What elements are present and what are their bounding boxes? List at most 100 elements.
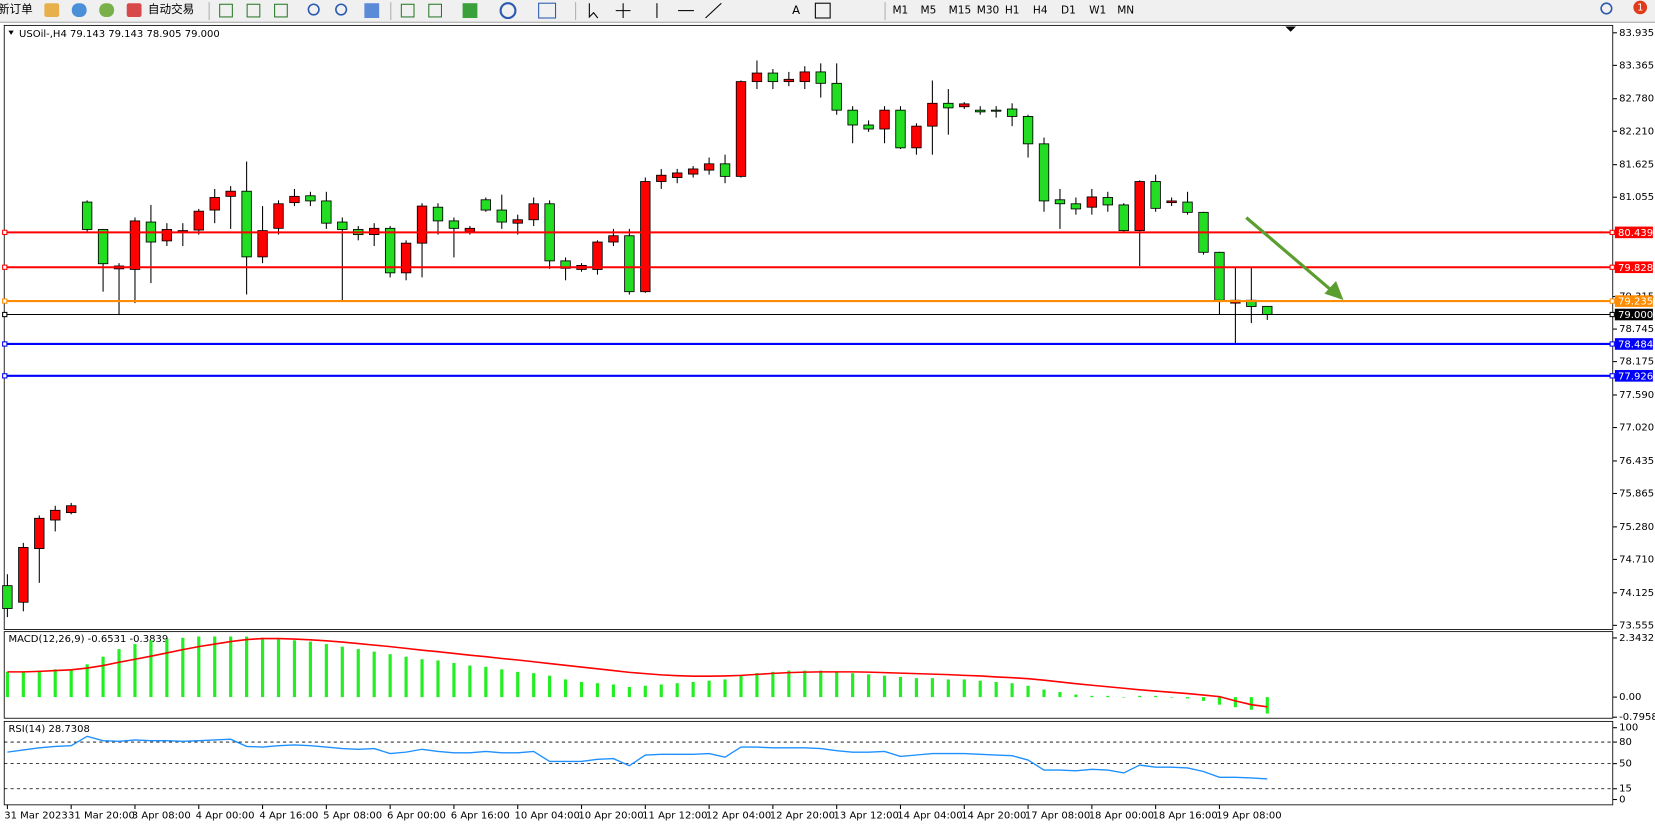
icon[interactable] (44, 3, 60, 17)
macd-bar (197, 636, 201, 698)
label-tool[interactable] (814, 2, 831, 19)
macd-bar (675, 683, 679, 698)
macd-bar (755, 673, 759, 698)
x-tick-label: 6 Apr 16:00 (451, 810, 510, 821)
cursor-tool[interactable] (588, 3, 599, 19)
candle-body (97, 229, 109, 265)
macd-bar (563, 679, 568, 698)
x-tick-label: 31 Mar 2023 (4, 810, 68, 821)
macd-bar (1170, 697, 1174, 698)
icon[interactable] (400, 3, 415, 18)
level-label: 79.235 (1618, 297, 1653, 308)
level-label: 79.000 (1618, 310, 1653, 321)
macd-bar (882, 675, 887, 698)
candle-body (18, 547, 29, 603)
y-tick-label: 50 (1619, 759, 1632, 770)
macd-bar (117, 649, 121, 698)
icon[interactable] (428, 3, 443, 18)
candle-body (975, 109, 986, 113)
macd-bar (867, 674, 871, 698)
auto-trading-icon[interactable] (126, 3, 142, 17)
timeframe-button[interactable]: D1 (1061, 5, 1076, 17)
candle-body (81, 201, 93, 230)
x-tick-label: 13 Apr 12:00 (834, 810, 899, 821)
title-marker (8, 30, 14, 35)
macd-bar (898, 676, 903, 698)
timeframe-button[interactable]: M1 (892, 5, 908, 17)
zoom-in[interactable] (307, 3, 320, 16)
macd-bar (101, 656, 105, 698)
zoom-out[interactable] (335, 3, 348, 16)
level-handle (2, 341, 8, 347)
macd-bar (930, 678, 934, 698)
macd-bar (851, 673, 855, 698)
x-tick-label: 12 Apr 20:00 (770, 810, 835, 821)
x-tick-label: 3 Apr 08:00 (132, 810, 191, 821)
icon[interactable] (99, 3, 115, 17)
candle-body (209, 197, 220, 211)
macd-bar (611, 684, 616, 698)
icon[interactable] (274, 3, 288, 18)
timeframe-button[interactable]: M15 (949, 5, 972, 17)
candle-body (719, 163, 731, 177)
timeframe-button[interactable]: H4 (1033, 5, 1048, 17)
x-tick-label: 10 Apr 04:00 (515, 810, 580, 821)
candle-body (656, 174, 667, 182)
timeframe-button[interactable]: W1 (1089, 5, 1106, 17)
candle-body (1054, 199, 1066, 205)
candle-body (735, 81, 747, 177)
trendline-tool[interactable] (705, 2, 722, 19)
macd-bar (1010, 683, 1014, 698)
toolbar-group: 新订单 自动交易 A 1 M1 M5 M15 M30 H1 H4 D1 W1 MN (0, 0, 1648, 21)
text-tool[interactable]: A (792, 3, 800, 17)
templates-icon[interactable] (538, 2, 557, 19)
search[interactable] (1600, 2, 1613, 15)
chart-layer: 83.93583.36582.78082.21081.62581.05579.3… (2, 28, 1655, 821)
level-handle (1609, 311, 1615, 318)
level-handle (1609, 341, 1615, 347)
icon[interactable] (246, 3, 261, 18)
candle-body (751, 72, 763, 83)
macd-bar (468, 665, 472, 698)
macd-bar (595, 683, 600, 698)
icon[interactable] (219, 3, 233, 18)
periods-icon[interactable] (499, 2, 517, 20)
candle-body (50, 509, 61, 521)
macd-bar (994, 681, 998, 698)
macd-bar (133, 644, 137, 698)
indicators-icon[interactable] (462, 3, 478, 18)
level-label-box (1614, 226, 1653, 239)
candle-body (273, 203, 284, 229)
macd-bar (1090, 695, 1094, 698)
macd-bar (787, 670, 791, 698)
auto-trading-button[interactable]: 自动交易 (148, 2, 194, 16)
crosshair-tool[interactable] (615, 3, 631, 18)
chart-title: USOil-,H4 79.143 79.143 78.905 79.000 (19, 29, 220, 40)
y-tick-label: 83.365 (1619, 60, 1654, 71)
candle-body (847, 109, 858, 126)
timeframe-button[interactable]: M30 (977, 5, 1000, 17)
y-tick-label: 77.020 (1619, 423, 1654, 434)
level-label-box (1614, 370, 1653, 382)
timeframe-button[interactable]: MN (1117, 5, 1134, 17)
macd-bar (181, 637, 185, 698)
candle-body (257, 230, 268, 258)
notification-badge[interactable] (1633, 0, 1648, 15)
timeframe-button[interactable]: H1 (1005, 5, 1020, 17)
icon[interactable] (71, 3, 87, 17)
y-tick-label: 81.055 (1619, 192, 1654, 203)
candle-body (1086, 196, 1098, 208)
macd-bar (707, 680, 711, 698)
y-tick-label: 80 (1619, 737, 1632, 748)
candle-body (783, 78, 795, 83)
macd-bar (643, 685, 647, 698)
new-order-button[interactable]: 新订单 (0, 2, 33, 16)
timeframe-button[interactable]: M5 (921, 5, 937, 17)
tile-icon[interactable] (364, 3, 380, 18)
macd-pane (3, 631, 1614, 719)
candle-body (831, 82, 842, 111)
y-tick-label: -0.7958 (1619, 712, 1655, 723)
x-tick-label: 19 Apr 08:00 (1216, 810, 1281, 821)
candle-body (672, 172, 683, 178)
